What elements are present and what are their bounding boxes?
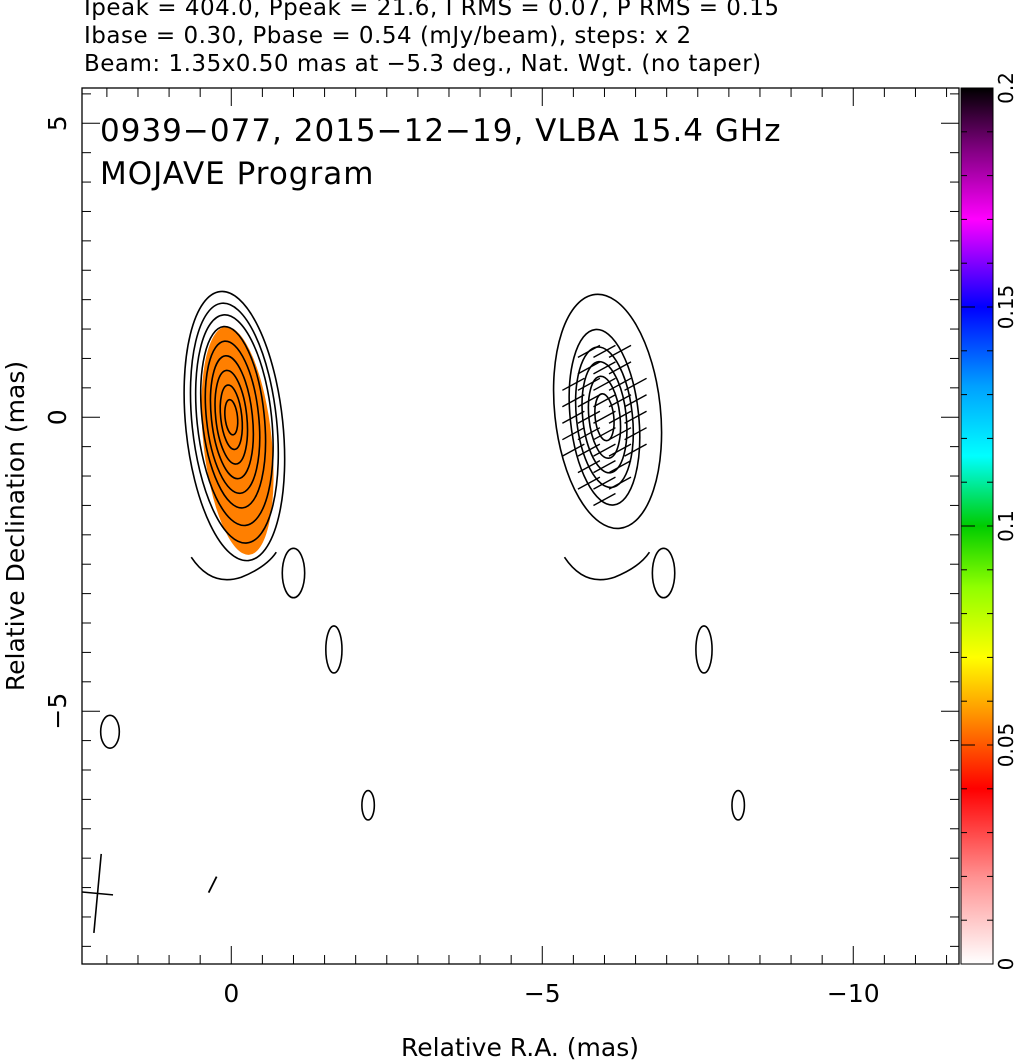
evpa-tick <box>577 476 601 490</box>
pol-scale-bar <box>207 876 218 894</box>
evpa-tick <box>608 460 632 474</box>
panel-2-contour-1 <box>552 293 663 530</box>
panel-1-contour-tail <box>190 551 277 581</box>
evpa-tick <box>608 410 632 424</box>
evpa-tick <box>608 344 632 359</box>
evpa-tick <box>562 394 585 408</box>
y-tick-label: −5 <box>43 693 72 730</box>
evpa-tick <box>624 377 647 391</box>
colorbar-tick-label: 0.2 <box>994 72 1018 104</box>
chart-title: 0939−077, 2015−12−19, VLBA 15.4 GHz <box>100 113 781 149</box>
panel-2-contour-5 <box>587 375 622 459</box>
evpa-tick <box>593 394 616 408</box>
evpa-tick <box>608 443 632 457</box>
y-axis-label: Relative Declination (mas) <box>1 361 30 691</box>
beam-minor-axis <box>82 891 114 896</box>
contour-island <box>731 789 746 821</box>
evpa-tick <box>593 377 616 391</box>
evpa-tick <box>577 460 601 474</box>
colorbar-tick-label: 0 <box>994 958 1018 971</box>
beam-marker <box>82 853 114 934</box>
panel-1-contour-1 <box>183 290 286 562</box>
evpa-tick <box>593 410 616 424</box>
evpa-tick <box>593 443 616 457</box>
panel-2-contour-6 <box>594 393 615 442</box>
header-line-1: Ipeak = 404.0, Ppeak = 21.6, I RMS = 0.0… <box>84 0 780 21</box>
evpa-tick <box>577 344 601 359</box>
contour-island <box>651 547 676 599</box>
evpa-tick <box>608 377 632 391</box>
evpa-tick <box>593 492 616 507</box>
evpa-tick <box>593 476 616 490</box>
panel-2-contour-tail <box>563 551 651 581</box>
contour-island <box>281 547 306 599</box>
evpa-tick <box>562 410 585 424</box>
evpa-tick <box>577 361 601 375</box>
evpa-tick <box>593 344 616 359</box>
evpa-tick <box>624 394 647 408</box>
panel-1-contour-2 <box>189 302 280 544</box>
evpa-tick <box>562 427 585 441</box>
contour-island <box>695 625 713 674</box>
panel-1-contour-6 <box>209 355 255 480</box>
evpa-tick <box>608 476 632 490</box>
x-tick-label: −10 <box>827 979 880 1008</box>
evpa-tick <box>577 394 601 408</box>
evpa-tick <box>593 460 616 474</box>
evpa-tick <box>624 443 647 457</box>
evpa-tick <box>624 427 647 441</box>
evpa-tick <box>562 377 585 391</box>
evpa-tick <box>577 443 601 457</box>
contour-island <box>325 625 343 674</box>
chart-subtitle: MOJAVE Program <box>100 156 374 192</box>
plot-frame <box>81 87 960 965</box>
evpa-tick <box>593 427 616 441</box>
panel-1-contour-5 <box>204 340 261 495</box>
panel-1-contour-8 <box>219 384 244 451</box>
x-axis-label: Relative R.A. (mas) <box>401 1033 639 1060</box>
evpa-tick <box>624 410 647 424</box>
evpa-tick <box>608 427 632 441</box>
contour-island <box>99 714 121 750</box>
panel-1-contour-9 <box>224 398 239 436</box>
header-line-2: Ibase = 0.30, Pbase = 0.54 (mJy/beam), s… <box>84 23 692 49</box>
y-tick-label: 0 <box>43 409 72 425</box>
x-tick-label: −5 <box>524 979 561 1008</box>
evpa-tick <box>608 394 632 408</box>
panel-1-contour-4 <box>199 325 267 509</box>
panel-2-contour-2 <box>568 328 641 506</box>
panel-2-contour-4 <box>581 360 628 474</box>
header-line-3: Beam: 1.35x0.50 mas at −5.3 deg., Nat. W… <box>84 51 762 77</box>
colorbar-tick-label: 0.15 <box>994 285 1018 330</box>
evpa-tick <box>577 410 601 424</box>
colorbar-tick-label: 0.05 <box>994 723 1018 768</box>
evpa-tick <box>577 377 601 391</box>
evpa-tick <box>608 361 632 375</box>
x-tick-label: 0 <box>223 979 239 1008</box>
evpa-tick <box>562 443 585 457</box>
y-tick-label: 5 <box>43 115 72 131</box>
panel-1-contour-7 <box>214 369 249 465</box>
contour-island <box>361 789 376 821</box>
colorbar-tick-label: 0.1 <box>994 510 1018 542</box>
evpa-tick <box>593 361 616 375</box>
evpa-tick <box>577 427 601 441</box>
panel-1-contour-3 <box>194 314 274 527</box>
